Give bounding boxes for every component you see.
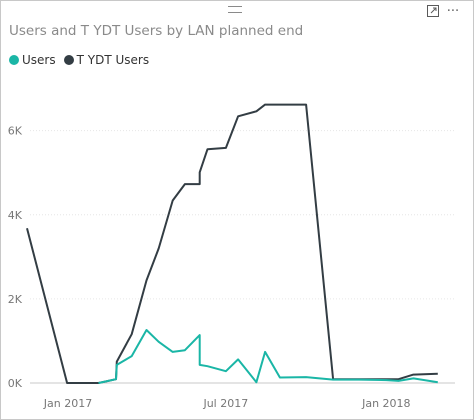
- legend-item-users[interactable]: Users: [9, 53, 56, 67]
- y-tick-label: 6K: [8, 125, 23, 138]
- x-tick-label: Jul 2017: [202, 397, 248, 410]
- focus-mode-icon-svg: [427, 5, 439, 17]
- more-options-icon[interactable]: ···: [446, 4, 460, 19]
- legend: Users T YDT Users: [9, 53, 157, 67]
- y-axis: 0K 2K 4K 6K: [8, 125, 23, 390]
- y-tick-label: 0K: [8, 377, 23, 390]
- x-axis: Jan 2017 Jul 2017 Jan 2018: [43, 397, 411, 410]
- focus-mode-icon[interactable]: [425, 4, 441, 20]
- y-tick-label: 4K: [8, 209, 23, 222]
- legend-swatch-t-ydt-users: [63, 55, 74, 65]
- legend-swatch-users: [9, 55, 19, 65]
- legend-item-t-ydt-users[interactable]: T YDT Users: [63, 53, 150, 67]
- legend-label-t-ydt-users: T YDT Users: [76, 53, 150, 67]
- series-line-t-ydt-users[interactable]: [26, 103, 438, 384]
- gridlines: [30, 130, 455, 384]
- drag-handle[interactable]: [228, 6, 242, 13]
- series-lines: [26, 103, 438, 384]
- chart-title: Users and T YDT Users by LAN planned end: [9, 23, 304, 39]
- x-tick-label: Jan 2017: [43, 397, 92, 410]
- x-tick-label: Jan 2018: [361, 397, 410, 410]
- legend-label-users: Users: [22, 53, 56, 67]
- y-tick-label: 2K: [8, 293, 23, 306]
- series-line-users[interactable]: [98, 329, 438, 384]
